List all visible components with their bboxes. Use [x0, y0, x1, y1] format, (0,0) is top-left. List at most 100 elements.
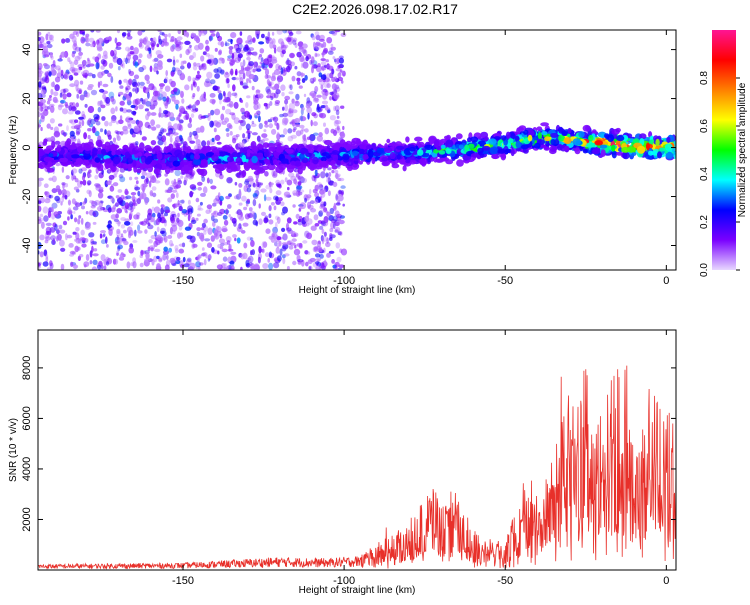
noise-blob: [118, 256, 125, 261]
noise-blob: [259, 182, 264, 186]
ridge-blob: [621, 146, 630, 153]
noise-blob: [82, 31, 85, 36]
ridge-blob: [540, 122, 549, 127]
ridge-blob: [111, 150, 116, 156]
ridge-blob: [144, 158, 152, 165]
noise-blob: [139, 130, 142, 136]
noise-blob: [277, 197, 281, 202]
noise-blob: [72, 206, 79, 211]
noise-blob: [138, 42, 143, 48]
noise-blob: [224, 96, 231, 103]
noise-blob: [295, 173, 300, 178]
noise-blob: [267, 258, 271, 263]
noise-blob: [231, 52, 235, 60]
noise-blob: [227, 57, 231, 62]
noise-blob: [87, 128, 92, 132]
noise-blob: [318, 240, 321, 245]
noise-blob: [273, 262, 280, 269]
noise-blob: [164, 264, 170, 270]
ridge-blob: [70, 154, 80, 159]
noise-blob: [140, 249, 144, 256]
noise-blob: [125, 46, 131, 52]
noise-blob: [275, 199, 281, 205]
noise-blob: [100, 230, 106, 234]
noise-blob: [329, 96, 332, 101]
ridge-blob: [381, 157, 388, 162]
noise-blob: [151, 206, 155, 212]
noise-blob: [146, 53, 152, 59]
noise-blob: [280, 84, 286, 91]
noise-blob: [71, 168, 78, 174]
noise-blob: [174, 169, 181, 177]
noise-blob: [157, 199, 161, 204]
ridge-blob: [168, 143, 174, 151]
noise-blob: [74, 46, 81, 52]
noise-blob: [74, 178, 79, 183]
noise-blob: [206, 242, 213, 248]
noise-blob: [49, 34, 54, 40]
noise-blob: [218, 238, 226, 244]
noise-blob: [321, 228, 325, 234]
noise-blob: [89, 118, 96, 125]
noise-blob: [151, 126, 157, 131]
noise-blob: [247, 255, 254, 263]
ridge-blob: [241, 170, 247, 178]
noise-blob: [189, 140, 196, 144]
noise-blob: [116, 57, 123, 66]
ridge-blob: [467, 143, 475, 149]
noise-blob: [207, 114, 211, 122]
snr-ytick-label: 4000: [21, 457, 33, 481]
noise-blob: [324, 104, 329, 111]
noise-blob: [161, 135, 167, 143]
noise-blob: [169, 257, 176, 264]
ridge-blob: [38, 151, 46, 156]
noise-blob: [235, 68, 238, 76]
noise-blob: [45, 256, 49, 263]
noise-blob: [39, 213, 44, 218]
noise-blob: [314, 52, 318, 58]
noise-blob: [224, 41, 228, 47]
noise-blob: [327, 190, 331, 197]
noise-blob: [185, 105, 190, 110]
noise-blob: [49, 260, 53, 266]
ridge-blob: [433, 139, 440, 148]
noise-blob: [225, 195, 231, 200]
noise-blob: [178, 119, 184, 124]
noise-blob: [153, 57, 159, 62]
noise-blob: [240, 266, 243, 270]
noise-blob: [330, 46, 336, 51]
noise-blob: [178, 248, 185, 254]
noise-blob: [229, 112, 236, 116]
noise-blob: [334, 30, 341, 33]
noise-blob: [234, 237, 237, 242]
noise-blob: [187, 199, 191, 205]
noise-blob: [49, 52, 53, 59]
ridge-blob: [178, 153, 185, 161]
noise-blob: [226, 103, 232, 107]
noise-blob: [139, 43, 144, 49]
snr-ytick-label: 6000: [21, 406, 33, 430]
noise-blob: [140, 175, 146, 180]
noise-blob: [291, 120, 296, 127]
ridge-blob: [510, 133, 516, 140]
noise-blob: [248, 61, 255, 67]
noise-blob: [332, 264, 337, 269]
noise-blob: [320, 74, 327, 81]
noise-blob: [145, 89, 148, 94]
ridge-blob: [43, 156, 53, 163]
noise-blob: [219, 98, 222, 105]
noise-blob: [326, 73, 331, 80]
noise-blob: [234, 181, 238, 186]
noise-blob: [340, 132, 346, 139]
noise-blob: [210, 33, 216, 37]
noise-blob: [294, 244, 297, 249]
noise-blob: [304, 250, 309, 255]
ridge-blob: [655, 138, 660, 146]
noise-blob: [286, 266, 290, 270]
noise-blob: [255, 89, 261, 93]
noise-blob: [190, 83, 194, 91]
noise-blob: [56, 235, 59, 242]
noise-blob: [312, 246, 317, 253]
ridge-blob: [253, 170, 261, 175]
noise-blob: [215, 195, 221, 202]
